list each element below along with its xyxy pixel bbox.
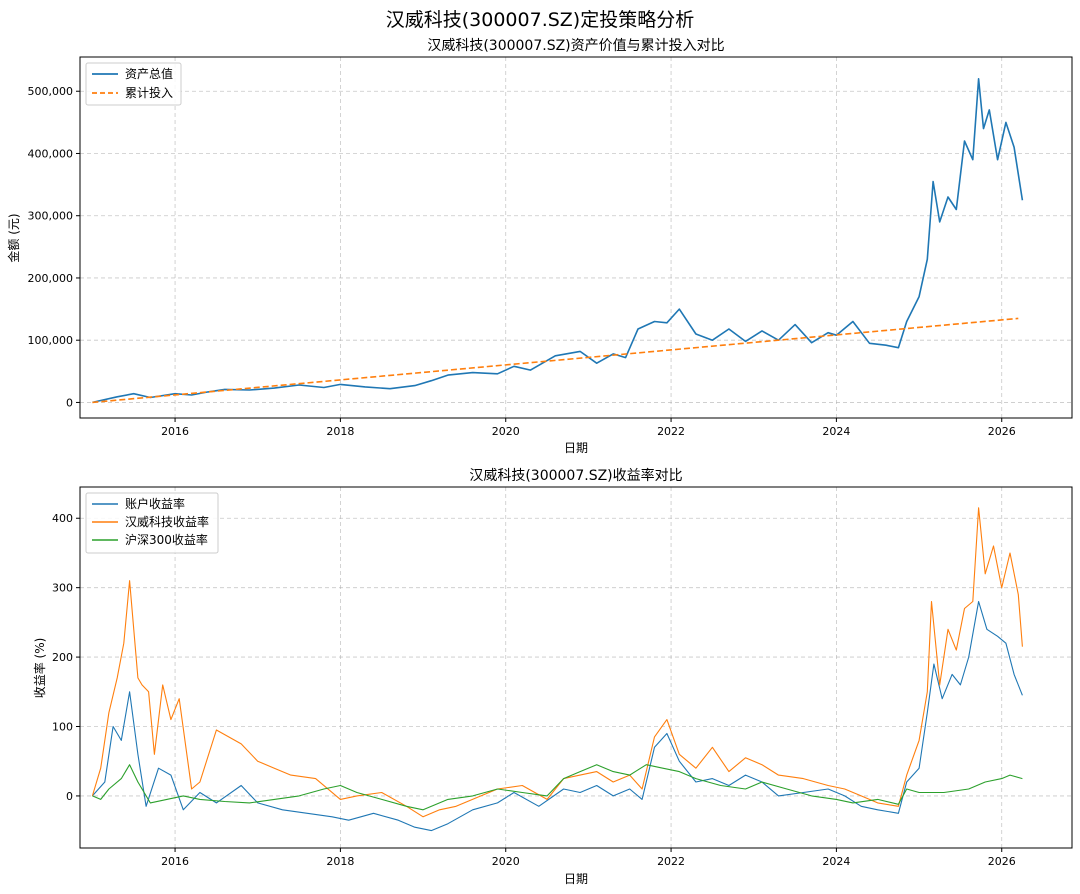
plot-frame	[79, 486, 1073, 849]
y-tick-label: 400	[52, 512, 73, 525]
y-axis-label: 收益率 (%)	[32, 638, 47, 699]
legend-box	[85, 492, 219, 554]
grid	[80, 57, 1072, 418]
axis-ticks: 2016 2018 2020 2022 2024 2026 0 100 200 300 400	[52, 512, 1016, 868]
x-tick-label: 2020	[492, 855, 520, 868]
x-tick-label: 2026	[988, 855, 1016, 868]
x-tick-label: 2018	[326, 855, 354, 868]
y-tick-label: 200	[52, 651, 73, 664]
chart-title: 汉威科技(300007.SZ)资产价值与累计投入对比	[427, 38, 724, 54]
figure-suptitle: 汉威科技(300007.SZ)定投策略分析	[386, 9, 694, 31]
series-group	[91, 507, 1023, 832]
series-line-0	[92, 78, 1024, 404]
y-tick-label: 100,000	[28, 334, 74, 347]
x-tick-label: 2018	[326, 425, 354, 438]
y-axis-label: 金额 (元)	[6, 213, 21, 262]
grid	[80, 487, 1072, 848]
legend-label-index: 沪深300收益率	[125, 532, 208, 547]
legend-label-invested: 累计投入	[125, 85, 173, 100]
legend: 资产总值 累计投入	[85, 62, 182, 106]
x-tick-label: 2024	[822, 425, 850, 438]
x-axis-label: 日期	[564, 441, 588, 455]
chart-title: 汉威科技(300007.SZ)收益率对比	[469, 467, 682, 484]
y-tick-label: 300	[52, 582, 73, 595]
x-tick-label: 2020	[492, 425, 520, 438]
series-group	[92, 78, 1024, 404]
y-tick-label: 500,000	[28, 85, 74, 98]
series-line-1	[91, 507, 1023, 818]
x-tick-label: 2024	[822, 855, 850, 868]
series-line-0	[91, 600, 1023, 832]
panel-asset-value: 汉威科技(300007.SZ)资产价值与累计投入对比 2016 2018 2020 2…	[6, 38, 1073, 455]
x-tick-label: 2022	[657, 425, 685, 438]
y-tick-label: 0	[66, 790, 73, 803]
y-tick-label: 0	[66, 396, 73, 409]
plot-frame	[79, 56, 1073, 419]
legend: 账户收益率 汉威科技收益率 沪深300收益率	[85, 492, 219, 554]
legend-label-asset: 资产总值	[125, 66, 173, 81]
legend-label-account: 账户收益率	[125, 496, 185, 511]
series-line-1	[92, 317, 1019, 404]
panel-return-rate: 汉威科技(300007.SZ)收益率对比 2016 2018 2020 2022 202…	[32, 467, 1073, 886]
x-tick-label: 2016	[161, 855, 189, 868]
y-tick-label: 200,000	[28, 272, 74, 285]
x-axis-label: 日期	[564, 872, 588, 886]
series-line-2	[92, 764, 1023, 811]
y-tick-label: 300,000	[28, 210, 74, 223]
x-tick-label: 2022	[657, 855, 685, 868]
legend-label-stock: 汉威科技收益率	[125, 514, 209, 529]
x-tick-label: 2016	[161, 425, 189, 438]
y-tick-label: 100	[52, 721, 73, 734]
axis-ticks: 2016 2018 2020 2022 2024 2026 0 100,000 200,000 3…	[28, 85, 1016, 438]
y-tick-label: 400,000	[28, 147, 74, 160]
x-tick-label: 2026	[988, 425, 1016, 438]
